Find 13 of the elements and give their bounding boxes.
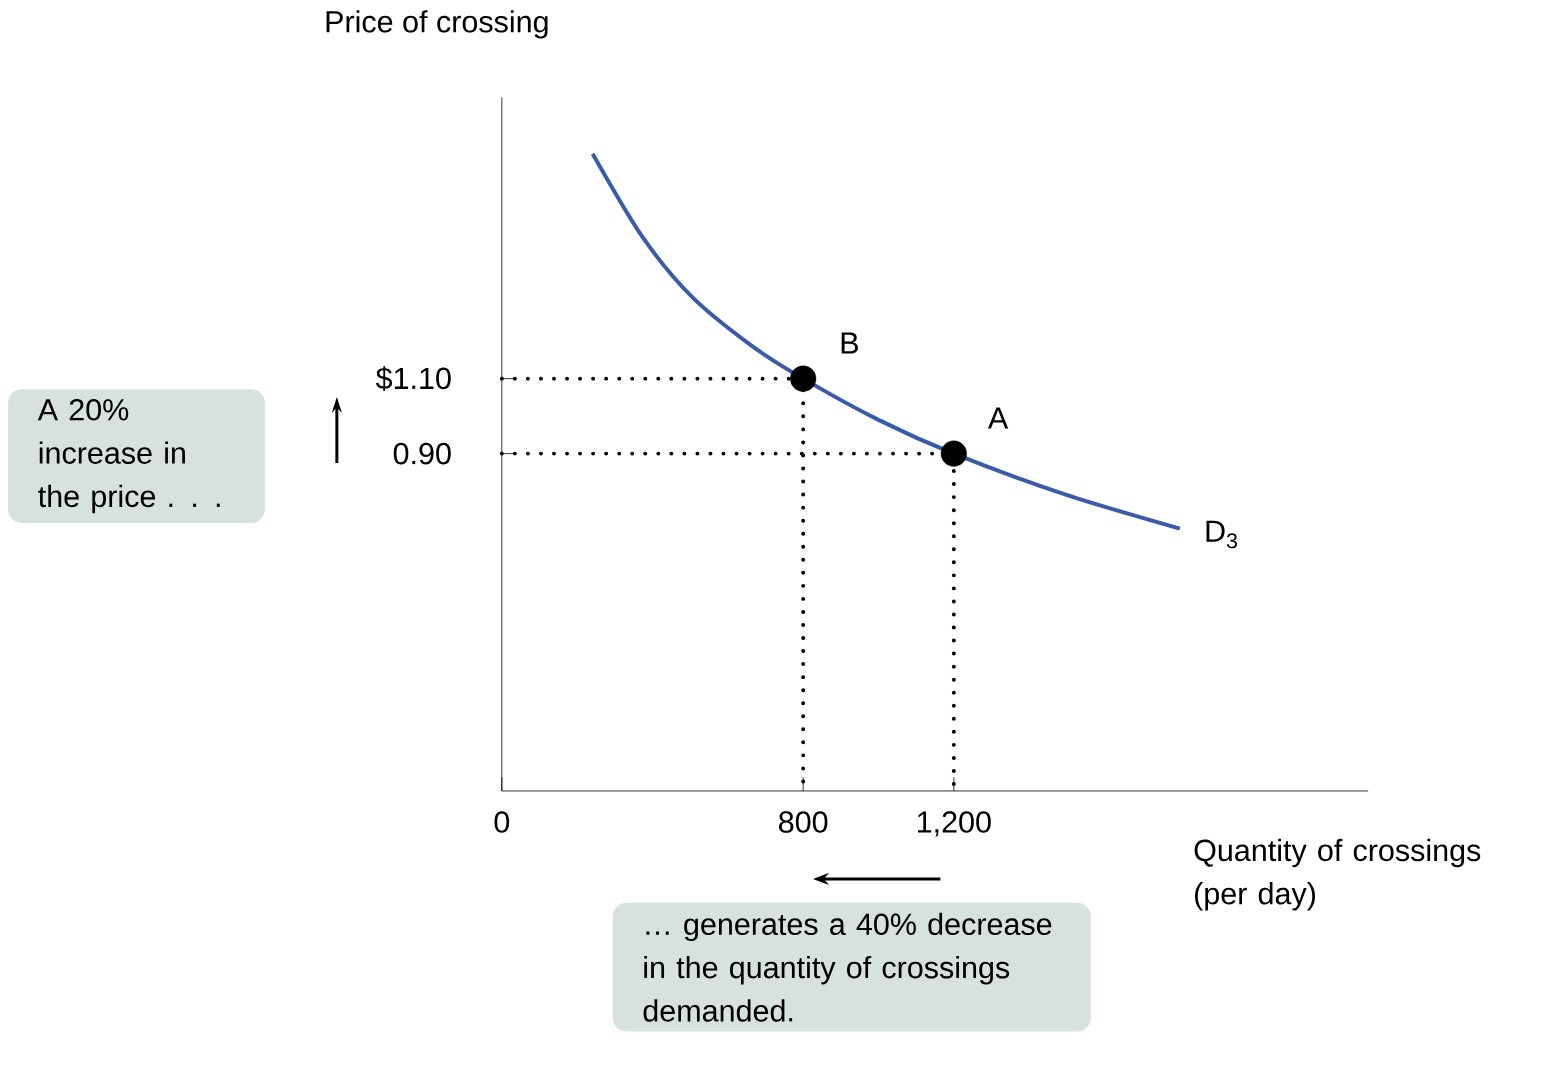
y-tick-label: 0.90 — [393, 443, 451, 465]
annotation: B — [841, 332, 858, 354]
line-series — [590, 151, 1182, 531]
x-tick-label: 800 — [779, 811, 828, 834]
annotation: A — [987, 407, 1009, 429]
text: … generates a 40% decrease in the quantity of crossings demanded. — [643, 912, 1052, 1022]
x-tick-label: 0 — [494, 811, 510, 834]
y-axis-title: Price of crossing — [326, 10, 548, 39]
x-axis-title: Quantity of crossings (per day) — [1194, 838, 1481, 911]
x-tick-label: 1,200 — [917, 811, 991, 837]
annotation: D$_{3}$ — [1206, 520, 1237, 549]
y-tick-label: $1.10 — [375, 366, 451, 392]
text: A 20% increase in the price . . . — [37, 399, 220, 514]
